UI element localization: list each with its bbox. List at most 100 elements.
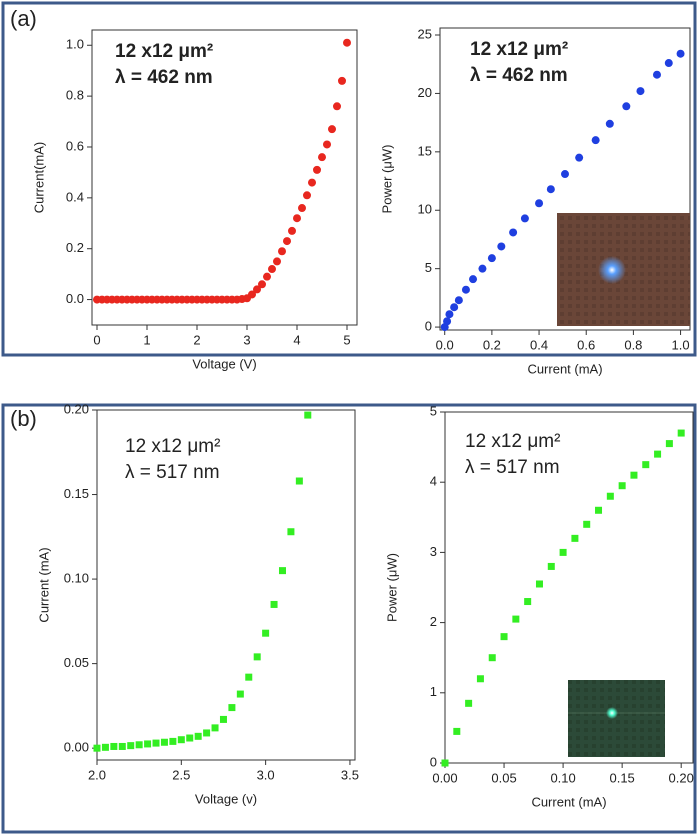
y-tick-label: 4	[430, 474, 437, 489]
y-tick-label: 0.6	[66, 138, 84, 153]
point	[622, 102, 631, 111]
panel-border	[1, 403, 697, 834]
point	[263, 272, 271, 281]
point	[194, 732, 202, 740]
plot-frame	[91, 29, 358, 326]
point	[512, 615, 520, 623]
point	[677, 429, 685, 437]
point	[101, 743, 109, 751]
x-tick-label: 0.2	[483, 337, 501, 352]
point	[177, 736, 185, 744]
annotation: 12 x12 μm²	[125, 436, 220, 457]
point	[245, 673, 253, 681]
x-axis-title: Voltage (v)	[195, 791, 257, 806]
plot-frame	[444, 411, 694, 764]
point	[664, 59, 673, 68]
point	[298, 204, 306, 213]
point	[665, 440, 673, 448]
point	[219, 715, 227, 723]
point	[546, 185, 555, 194]
inset-image	[568, 680, 665, 757]
point	[605, 119, 614, 128]
point	[445, 310, 454, 319]
point	[571, 534, 579, 542]
point	[93, 744, 101, 752]
point	[535, 580, 543, 588]
x-tick-label: 3.0	[257, 767, 275, 782]
x-tick-label: 0.8	[624, 337, 642, 352]
point	[583, 520, 591, 528]
y-tick-label: 0	[430, 754, 437, 769]
point	[110, 742, 118, 750]
y-tick-label: 10	[418, 202, 432, 217]
point	[258, 280, 266, 289]
point	[152, 739, 160, 747]
x-tick-label: 2.0	[88, 767, 106, 782]
point	[487, 254, 496, 263]
point	[236, 690, 244, 698]
point	[211, 724, 219, 732]
point	[524, 598, 532, 606]
point	[595, 506, 603, 514]
y-axis-title: Current(mA)	[31, 142, 46, 214]
y-tick-label: 0.10	[64, 571, 89, 586]
point	[461, 285, 470, 294]
annotation: λ = 462 nm	[115, 67, 213, 88]
x-axis-title: Current (mA)	[527, 361, 602, 376]
y-tick-label: 0.0	[66, 291, 84, 306]
point	[186, 734, 194, 742]
x-tick-label: 3.5	[341, 767, 359, 782]
point	[618, 482, 626, 490]
point	[253, 653, 261, 661]
point	[636, 87, 645, 96]
x-tick-label: 0.00	[432, 770, 457, 785]
y-axis-title: Current (mA)	[36, 547, 51, 622]
y-tick-label: 0.20	[64, 401, 89, 416]
point	[561, 170, 569, 179]
panel-label: (a)	[10, 6, 37, 31]
point	[520, 214, 529, 223]
x-tick-label: 0.6	[577, 337, 595, 352]
y-tick-label: 3	[430, 544, 437, 559]
x-axis-title: Current (mA)	[531, 794, 606, 809]
y-tick-label: 0.00	[64, 740, 89, 755]
point	[454, 296, 463, 305]
point	[295, 477, 303, 485]
x-tick-label: 1.0	[672, 337, 690, 352]
point	[509, 228, 518, 237]
y-tick-label: 20	[418, 85, 432, 100]
point	[535, 199, 544, 208]
point	[273, 257, 281, 266]
x-tick-label: 0.10	[550, 770, 575, 785]
point	[478, 264, 487, 273]
point	[465, 699, 473, 707]
y-tick-label: 0	[425, 319, 432, 334]
point	[127, 742, 135, 750]
y-tick-label: 2	[430, 614, 437, 629]
point	[343, 38, 351, 47]
x-tick-label: 0	[93, 332, 100, 347]
point	[144, 740, 152, 748]
point	[135, 741, 143, 749]
point	[278, 247, 286, 256]
point	[476, 675, 484, 683]
point	[304, 411, 312, 419]
point	[288, 226, 296, 235]
point	[248, 290, 256, 299]
x-tick-label: 5	[343, 332, 350, 347]
y-tick-label: 0.2	[66, 240, 84, 255]
point	[652, 70, 661, 79]
x-tick-label: 0.4	[530, 337, 548, 352]
y-tick-label: 5	[430, 403, 437, 418]
point	[630, 471, 638, 479]
point	[160, 738, 168, 746]
x-axis-title: Voltage (V)	[192, 356, 256, 371]
y-axis-title: Power (μW)	[379, 145, 394, 214]
point	[328, 125, 336, 134]
y-tick-label: 15	[418, 143, 432, 158]
point	[450, 303, 459, 312]
plot-frame	[439, 27, 691, 331]
point	[591, 136, 600, 145]
point	[497, 242, 506, 251]
